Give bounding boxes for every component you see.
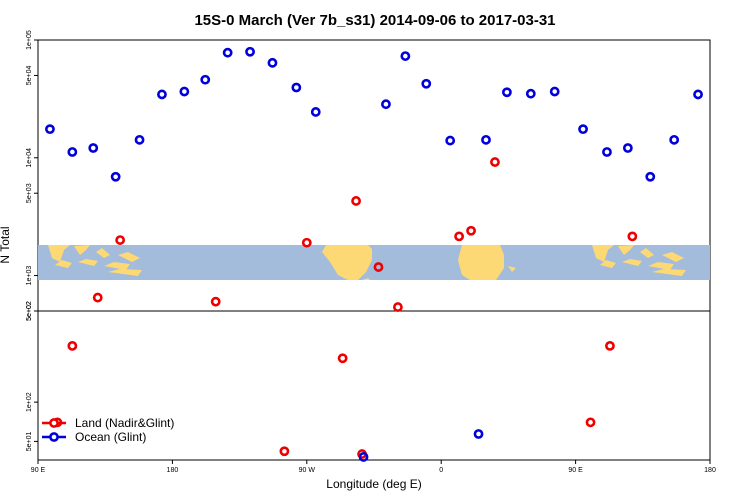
map-land	[48, 245, 686, 280]
land-point	[67, 340, 78, 351]
map-landmass	[640, 248, 654, 258]
map-landmass	[648, 262, 674, 270]
ocean-point	[267, 57, 278, 68]
ocean-point	[669, 134, 680, 145]
map-landmass	[48, 245, 70, 262]
ocean-point	[645, 171, 656, 182]
land-point	[392, 302, 403, 312]
x-tick-label: 180	[704, 467, 716, 474]
land-point	[337, 353, 348, 364]
ocean-point	[578, 124, 588, 135]
x-axis-title: Longitude (deg E)	[326, 477, 421, 491]
y-tick-label: 1e+04	[26, 148, 33, 168]
map-landmass	[600, 260, 616, 268]
ocean-point	[602, 147, 612, 157]
land-point	[210, 296, 221, 307]
ocean-point	[134, 134, 145, 145]
y-tick-label: 5e+02	[26, 301, 33, 321]
map-landmass	[108, 269, 142, 276]
ocean-point	[157, 89, 167, 100]
ocean-point	[200, 74, 211, 85]
y-axis-upper: 5e+02 1e+03 5e+03 1e+04 5e+04 1e+05	[26, 30, 38, 321]
x-tick-label: 90 E	[31, 467, 46, 474]
ocean-point	[245, 46, 255, 57]
ocean-point	[445, 135, 456, 146]
map-landmass	[622, 259, 642, 266]
ocean-point	[549, 86, 560, 97]
land-point	[279, 446, 290, 457]
map-landmass	[104, 262, 130, 270]
land-point	[490, 157, 500, 167]
land-point	[605, 340, 615, 351]
x-tick-label: 90 W	[299, 467, 316, 474]
map-landmass	[662, 252, 684, 262]
ocean-point	[400, 51, 411, 61]
land-point	[466, 225, 476, 236]
land-point	[454, 231, 465, 242]
legend-marker	[49, 432, 59, 442]
ocean-point	[525, 88, 536, 99]
ocean-point	[179, 86, 190, 97]
ocean-point	[110, 171, 121, 182]
land-point	[115, 235, 126, 245]
map-landmass	[592, 245, 614, 262]
map-landmass	[458, 245, 504, 280]
y-axis-lower: 5e+01 1e+02 5e+02	[26, 301, 38, 451]
map-landmass	[618, 245, 634, 255]
map-landmass	[322, 245, 372, 280]
ocean-point	[222, 47, 233, 58]
y-tick-label: 1e+03	[26, 266, 33, 286]
map-landmass	[96, 248, 110, 258]
map-landmass	[78, 259, 98, 266]
map-landmass	[74, 245, 90, 255]
legend-label: Ocean (Glint)	[75, 430, 146, 444]
y-tick-label: 5e+03	[26, 183, 33, 203]
map-landmass	[118, 252, 140, 262]
x-axis: 90 E 180 90 W 0 90 E 180	[31, 460, 716, 474]
x-tick-label: 90 E	[568, 467, 583, 474]
map-landmass	[55, 260, 72, 268]
ocean-point	[381, 99, 391, 110]
ocean-point	[291, 82, 302, 93]
x-tick-label: 180	[167, 467, 179, 474]
ocean-point	[622, 143, 633, 153]
ocean-point	[67, 147, 78, 157]
chart-title: 15S-0 March (Ver 7b_s31) 2014-09-06 to 2…	[194, 12, 555, 29]
y-tick-label: 1e+02	[26, 392, 33, 412]
land-point	[373, 262, 384, 272]
map-landmass	[362, 278, 370, 280]
land-point	[585, 417, 596, 428]
map-landmass	[652, 269, 686, 276]
ocean-point	[481, 134, 491, 145]
y-axis-title: N Total	[0, 226, 12, 263]
land-point	[627, 231, 638, 242]
world-map-strip	[38, 245, 710, 280]
ocean-point	[310, 107, 321, 117]
map-landmass	[508, 266, 516, 272]
ocean-point	[502, 87, 512, 98]
y-tick-label: 5e+02	[26, 301, 33, 321]
ocean-point	[473, 429, 484, 439]
legend-marker	[49, 418, 59, 428]
y-tick-label: 5e+01	[26, 431, 33, 451]
ocean-point	[421, 78, 432, 89]
legend: Land (Nadir&Glint)Ocean (Glint)	[42, 416, 174, 444]
land-point	[301, 237, 312, 248]
land-point	[351, 196, 361, 206]
ocean-point	[88, 143, 99, 153]
ocean-point	[693, 89, 703, 100]
ocean-point	[358, 452, 369, 462]
y-tick-label: 1e+05	[26, 30, 33, 50]
y-tick-label: 5e+04	[26, 66, 33, 86]
land-point	[92, 292, 103, 303]
legend-label: Land (Nadir&Glint)	[75, 416, 174, 430]
x-tick-label: 0	[439, 467, 443, 474]
ocean-point	[45, 124, 55, 135]
